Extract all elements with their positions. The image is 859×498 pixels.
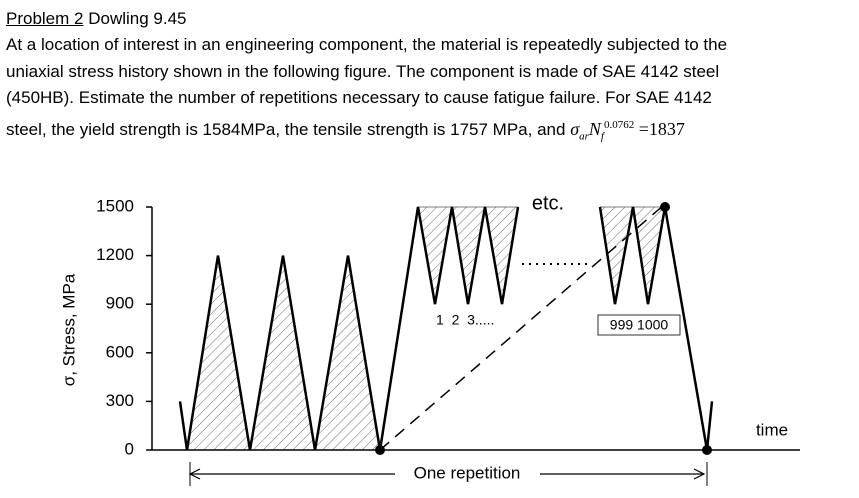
etc-label: etc.: [532, 192, 564, 214]
line: At a location of interest in an engineer…: [6, 35, 728, 55]
symbol: σ: [570, 118, 580, 139]
heading: Problem 2 Dowling 9.45: [6, 6, 856, 32]
y-tick-label: 1200: [96, 245, 134, 264]
hatch-area: [418, 207, 518, 305]
hatch-area: [315, 255, 380, 450]
subscript: ar: [579, 130, 589, 143]
point-marker: [702, 445, 712, 455]
hatch-area: [250, 255, 315, 450]
span-label: One repetition: [414, 463, 521, 482]
y-axis-label: σ, Stress, MPa: [59, 273, 78, 386]
problem-label: Problem 2: [6, 9, 84, 28]
exponent: 0.0762: [603, 118, 635, 131]
y-tick-label: 1500: [96, 196, 134, 215]
rhs: =1837: [638, 118, 685, 139]
subscript: f: [600, 130, 604, 143]
y-tick-label: 0: [125, 439, 134, 458]
y-tick-label: 600: [106, 342, 134, 361]
symbol: N: [588, 118, 601, 139]
source: Dowling 9.45: [88, 9, 187, 28]
line-text: steel, the yield strength is 1584MPa, th…: [6, 119, 566, 139]
formula: σarNf0.0762 =1837: [570, 118, 685, 143]
count-label: 999 1000: [610, 317, 669, 333]
line: (450HB). Estimate the number of repetiti…: [6, 88, 712, 108]
hatch-area: [187, 255, 250, 450]
problem-text: Problem 2 Dowling 9.45 At a location of …: [6, 6, 856, 150]
line: steel, the yield strength is 1584MPa, th…: [6, 112, 856, 150]
point-marker: [660, 202, 670, 212]
count-label: 1 2 3.....: [436, 312, 494, 328]
y-tick-label: 900: [106, 294, 134, 313]
hatch-area: [600, 207, 665, 305]
y-tick-label: 300: [106, 391, 134, 410]
dashed-line: [379, 203, 666, 451]
x-axis-label: time: [756, 420, 788, 439]
point-marker: [375, 445, 385, 455]
count-box: [597, 314, 681, 336]
line: uniaxial stress history shown in the fol…: [6, 61, 720, 81]
